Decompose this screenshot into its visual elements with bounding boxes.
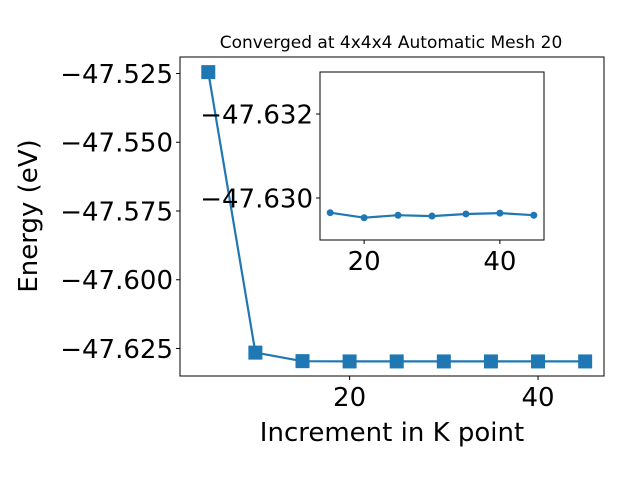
inset-x-tick-label: 20 [348, 247, 381, 277]
inset-y-ticks: −47.630 −47.632 [200, 100, 320, 214]
inset-data-point [530, 211, 538, 219]
main-x-tick-label: 40 [521, 383, 554, 413]
main-y-tick-label: −47.625 [60, 335, 173, 365]
main-y-tick-label: −47.600 [60, 266, 173, 296]
inset-x-ticks: 20 40 [348, 240, 516, 277]
main-data-point [201, 65, 216, 80]
main-y-tick-label: −47.525 [60, 60, 173, 90]
inset-y-tick-label: −47.630 [200, 184, 313, 214]
main-data-point [578, 354, 593, 369]
inset-axes-frame [319, 71, 545, 241]
inset-series-group [326, 209, 538, 222]
x-axis-label: Increment in K point [260, 418, 524, 448]
main-data-point [436, 354, 451, 369]
main-data-point [531, 354, 546, 369]
main-axes-frame [179, 56, 605, 377]
inset-data-point [428, 212, 436, 220]
main-y-tick-label: −47.550 [60, 129, 173, 159]
main-x-tick-label: 20 [333, 383, 366, 413]
main-y-ticks: −47.625 −47.600 −47.575 −47.550 −47.525 [60, 60, 180, 365]
main-data-point [389, 354, 404, 369]
main-data-point [483, 354, 498, 369]
main-series-group [201, 65, 593, 369]
inset-x-tick-label: 40 [483, 247, 516, 277]
main-y-tick-label: −47.575 [60, 197, 173, 227]
inset-background [320, 72, 544, 240]
chart-title: Converged at 4x4x4 Automatic Mesh 20 [220, 33, 563, 53]
inset-data-point [496, 209, 504, 217]
y-axis-label: Energy (eV) [14, 139, 44, 292]
main-data-point [342, 354, 357, 369]
inset-data-point [326, 209, 334, 217]
inset-y-tick-label: −47.632 [200, 100, 313, 130]
main-data-point [295, 354, 310, 369]
inset-data-point [462, 210, 470, 218]
main-plot: Converged at 4x4x4 Automatic Mesh 20 20 4… [14, 33, 605, 448]
main-data-point [248, 345, 263, 360]
inset-data-point [360, 214, 368, 222]
main-x-ticks: 20 40 [333, 376, 555, 413]
inset-data-point [394, 211, 402, 219]
inset-plot: 20 40 −47.630−47.632 [200, 71, 545, 277]
